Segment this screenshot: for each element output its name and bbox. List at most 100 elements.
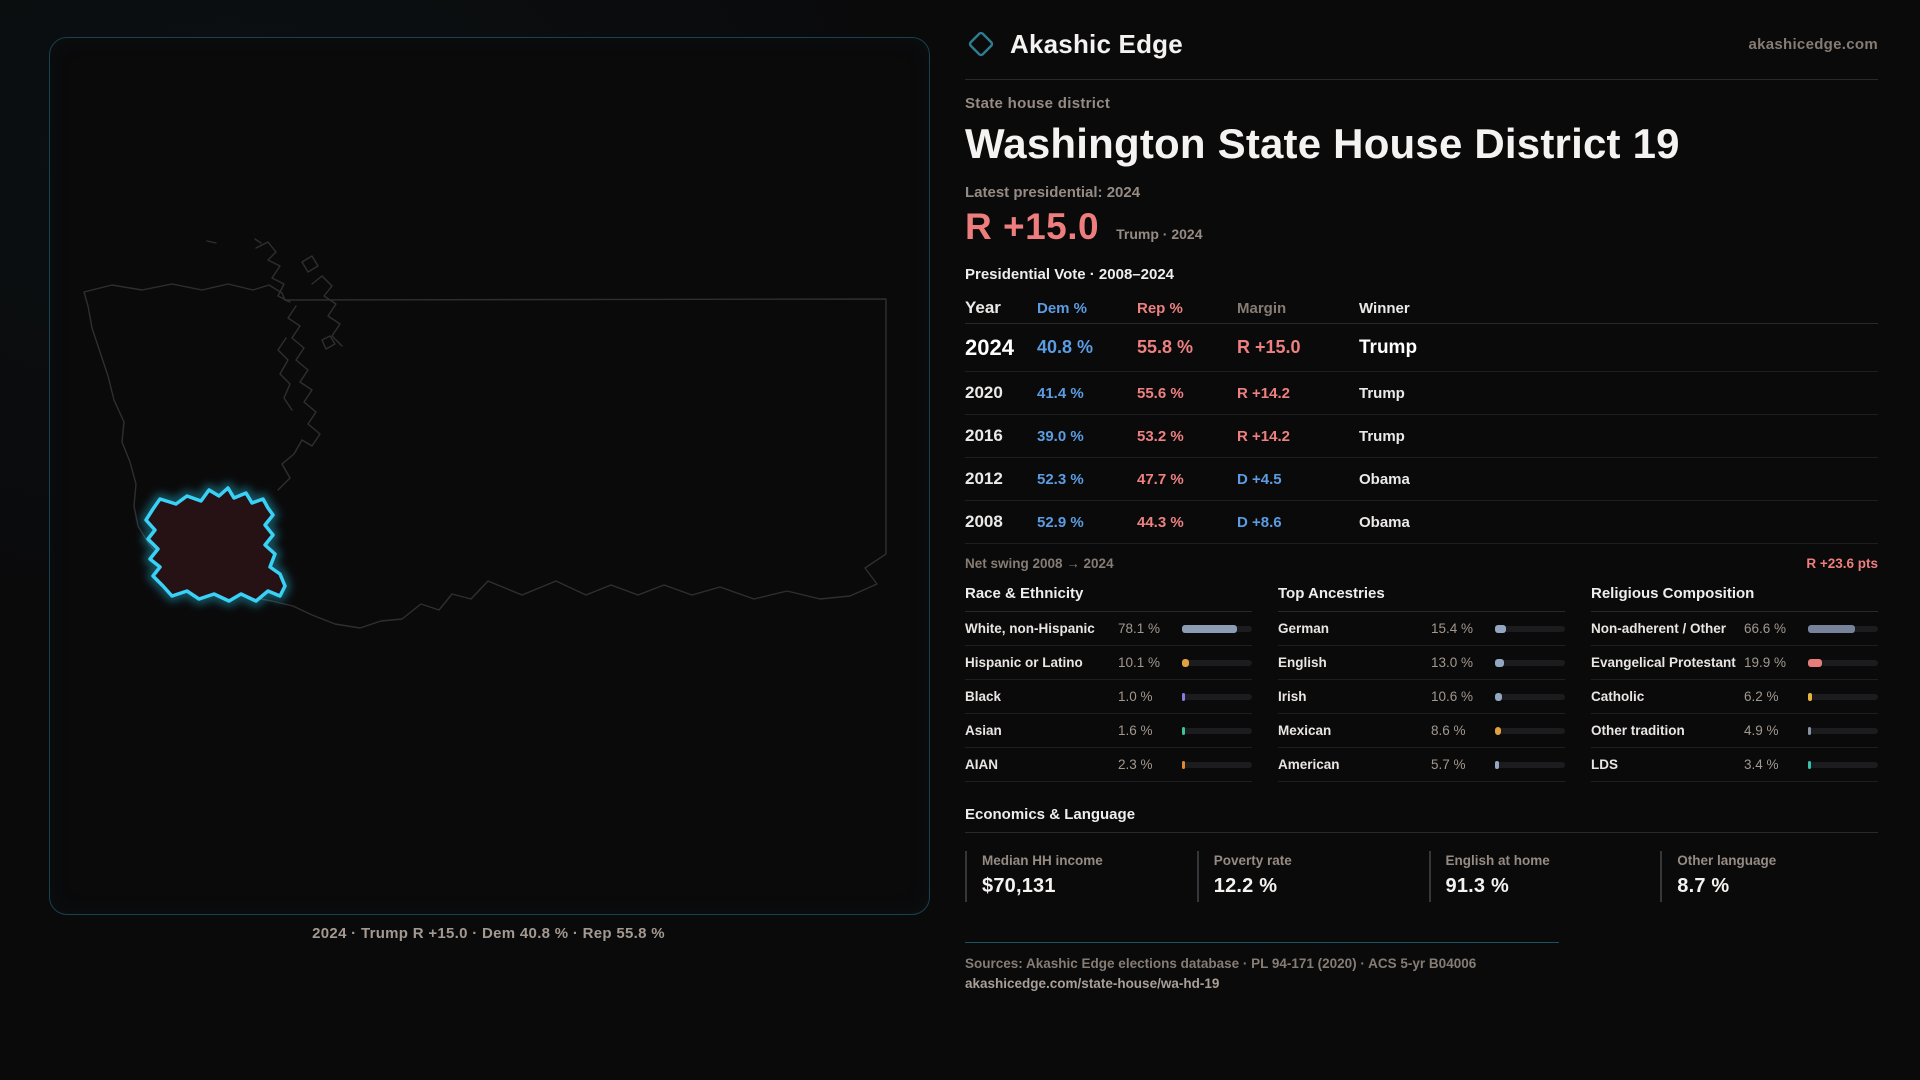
demographics-bar-track [1182,658,1252,667]
stat-tile: English at home 91.3 % [1428,851,1647,903]
stat-label: Poverty rate [1213,853,1292,869]
demographics-label: American [1278,757,1340,773]
presidential-table: Year Dem % Rep % Margin Winner 2024 40.8 % 55.8… [965,293,1878,545]
demographics-value: 66.6 % [1744,621,1787,637]
demographics-value: 3.4 % [1744,757,1779,773]
demographics-label: White, non-Hispanic [965,621,1095,637]
cell-margin: R +14.2 [1237,384,1290,402]
diamond-icon [965,28,997,60]
cell-rep-pct: 55.8 % [1137,337,1194,358]
demographics-value: 6.2 % [1744,689,1779,705]
demographics-bar-track [1182,726,1252,735]
net-swing-value: R +23.6 pts [1806,556,1878,572]
cell-dem-pct: 52.9 % [1037,513,1084,531]
cell-dem-pct: 52.3 % [1037,470,1084,488]
puget-sound-outline [277,337,293,411]
cell-winner: Obama [1359,470,1410,488]
demographics-row: White, non-Hispanic 78.1 % [965,612,1252,647]
headline-margin: R +15.0 Trump · 2024 [965,206,1878,248]
column-header: Rep % [1137,299,1183,317]
footer-divider [965,942,1559,944]
demographics-bar-track [1808,692,1878,701]
district-info-panel: Akashic Edge akashicedge.com State house… [965,22,1878,991]
state-outline [83,283,887,629]
cell-winner: Trump [1359,384,1405,402]
puget-sound-outline [277,305,321,491]
demographics-value: 2.3 % [1118,757,1153,773]
table-title: Presidential Vote · 2008–2024 [965,266,1175,284]
cell-margin: D +8.6 [1237,513,1282,531]
net-swing-label: Net swing 2008 → 2024 [965,556,1114,572]
demographics-label: Mexican [1278,723,1332,739]
table-row: 2020 41.4 % 55.6 % R +14.2 Trump [965,372,1878,416]
demographics-row: Irish 10.6 % [1278,680,1565,715]
latest-presidential-label: Latest presidential: 2024 [965,184,1141,202]
cell-dem-pct: 39.0 % [1037,427,1084,445]
demographics-bar-fill [1182,760,1185,769]
cell-year: 2020 [965,383,1003,403]
demographics-row: Black 1.0 % [965,680,1252,715]
demographics-value: 19.9 % [1744,655,1787,671]
demographics-bar-track [1808,624,1878,633]
brand-name: Akashic Edge [1010,28,1183,59]
map-islets [206,238,262,244]
headline-margin-value: R +15.0 [965,206,1100,248]
demographics-bar-fill [1495,624,1506,633]
demographics-row: English 13.0 % [1278,646,1565,681]
demographics-bar-track [1182,760,1252,769]
permalink-url[interactable]: akashicedge.com/state-house/wa-hd-19 [965,976,1220,992]
stat-tile: Other language 8.7 % [1660,851,1878,903]
demographics-bar-fill [1808,726,1812,735]
demographics-label: Non-adherent / Other [1591,621,1727,637]
cell-margin: R +14.2 [1237,427,1290,445]
stat-value: 12.2 % [1213,875,1278,898]
demographics-bar-track [1808,658,1878,667]
demographics-label: AIAN [965,757,998,773]
brand-header: Akashic Edge akashicedge.com [965,22,1878,66]
net-swing-row: Net swing 2008 → 2024 R +23.6 pts [965,556,1878,571]
stat-label: English at home [1445,853,1550,869]
stat-label: Median HH income [982,853,1103,869]
cell-year: 2012 [965,469,1003,489]
cell-dem-pct: 40.8 % [1037,337,1094,358]
demographics-column: Top Ancestries German 15.4 % English 13.0 % I… [1278,585,1565,783]
demographics-label: Catholic [1591,689,1645,705]
stat-value: 91.3 % [1445,875,1509,898]
demographics-label: English [1278,655,1327,671]
demographics-row: Non-adherent / Other 66.6 % [1591,612,1878,647]
column-header: Year [965,298,1001,318]
demographics-bar-fill [1182,624,1237,633]
brand-domain-link[interactable]: akashicedge.com [1748,35,1878,53]
demographics-row: Evangelical Protestant 19.9 % [1591,646,1878,681]
demographics-row: Catholic 6.2 % [1591,680,1878,715]
district-19-shape[interactable] [144,486,287,603]
demographics-row: Mexican 8.6 % [1278,714,1565,749]
stat-value: $70,131 [982,875,1056,898]
washington-state-map [83,238,887,629]
demographics-value: 15.4 % [1431,621,1474,637]
puget-sound-outline [301,255,336,350]
demographics-row: Asian 1.6 % [965,714,1252,749]
demographics-row: Hispanic or Latino 10.1 % [965,646,1252,681]
demographics-row: German 15.4 % [1278,612,1565,647]
demographics-column-heading: Top Ancestries [1278,585,1565,613]
demographics-bar-track [1808,760,1878,769]
demographics-label: Black [965,689,1002,705]
map-caption: 2024 · Trump R +15.0 · Dem 40.8 % · Rep … [312,925,665,942]
economics-stats: Median HH income $70,131 Poverty rate 12.2 … [965,851,1878,903]
cell-dem-pct: 41.4 % [1037,384,1084,402]
cell-margin: R +15.0 [1237,337,1301,358]
table-row: 2016 39.0 % 53.2 % R +14.2 Trump [965,415,1878,459]
demographics-bar-track [1495,760,1565,769]
demographics-bar-track [1182,692,1252,701]
cell-margin: D +4.5 [1237,470,1282,488]
cell-rep-pct: 47.7 % [1137,470,1184,488]
demographics-bar-fill [1182,692,1185,701]
cell-winner: Trump [1359,427,1405,445]
demographics-label: Other tradition [1591,723,1685,739]
puget-sound-outline [311,275,343,347]
demographics-row: AIAN 2.3 % [965,748,1252,783]
table-row: 2012 52.3 % 47.7 % D +4.5 Obama [965,458,1878,502]
economics-heading: Economics & Language [965,806,1878,834]
demographics-bar-track [1182,624,1252,633]
